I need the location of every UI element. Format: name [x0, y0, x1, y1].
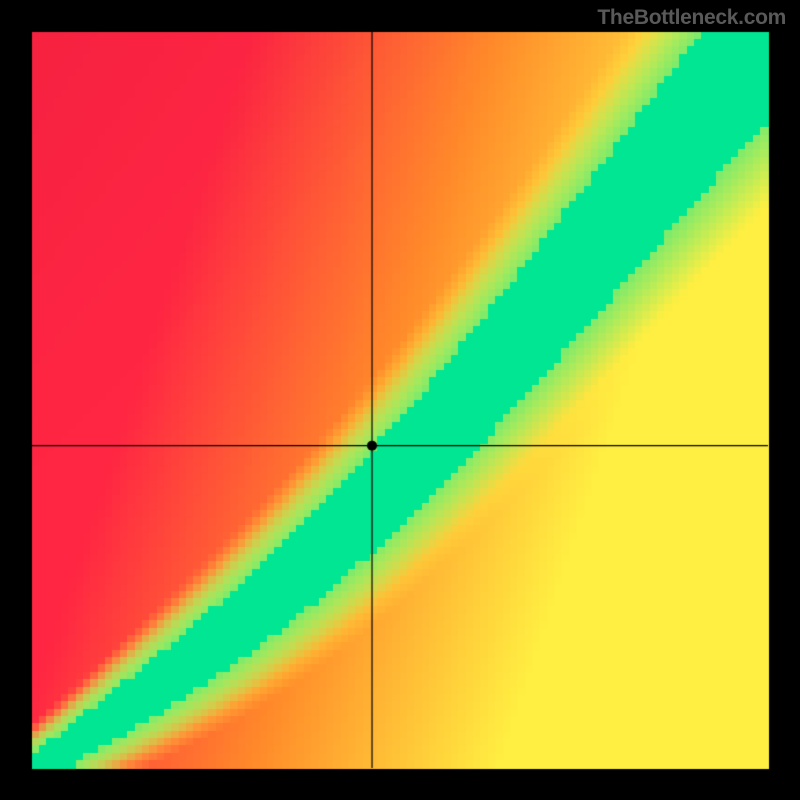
bottleneck-heatmap	[0, 0, 800, 800]
watermark-text: TheBottleneck.com	[597, 6, 786, 30]
chart-container: TheBottleneck.com	[0, 0, 800, 800]
